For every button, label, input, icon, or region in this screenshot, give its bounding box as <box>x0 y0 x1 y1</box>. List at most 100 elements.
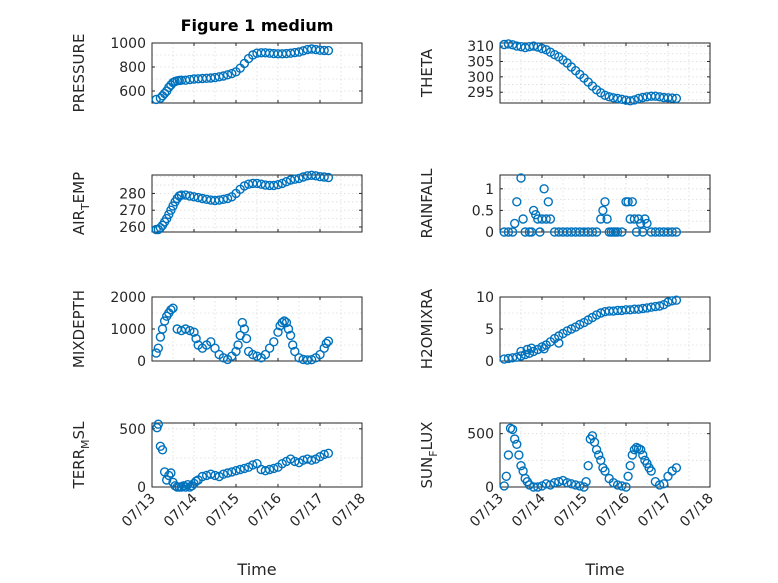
data-point <box>617 227 627 237</box>
data-point <box>507 40 518 50</box>
data-point <box>581 477 591 487</box>
data-point <box>507 227 518 237</box>
axes-frame <box>151 42 363 104</box>
data-point <box>231 466 241 476</box>
data-point <box>671 227 682 237</box>
data-point <box>264 343 275 353</box>
y-tick-label: 260 <box>119 220 146 236</box>
y-tick-label: 300 <box>467 70 494 86</box>
y-tick-label: 1000 <box>110 36 146 52</box>
y-axis-label: MIXDEPTH <box>70 290 88 368</box>
data-point <box>277 317 287 328</box>
data-point <box>290 346 300 357</box>
data-point <box>633 214 644 224</box>
data-point <box>566 479 577 489</box>
y-axis-label: SUNFLUX <box>418 422 440 489</box>
y-tick-label: 1 <box>485 182 494 198</box>
data-point <box>596 308 606 318</box>
data-point <box>537 43 547 54</box>
data-point <box>166 305 176 315</box>
data-point <box>182 480 193 490</box>
data-point <box>545 214 556 224</box>
data-point <box>612 93 623 104</box>
data-point <box>667 93 677 103</box>
data-point <box>231 346 241 357</box>
data-point <box>600 466 610 476</box>
x-tick-label: 07/16 <box>593 490 633 530</box>
data-point <box>650 301 661 312</box>
data-point <box>189 192 199 202</box>
data-point <box>323 448 334 458</box>
data-point <box>583 461 593 471</box>
data-point <box>640 214 650 224</box>
data-point <box>193 192 203 203</box>
data-point <box>214 72 224 82</box>
data-point <box>269 337 279 347</box>
data-point <box>248 460 258 470</box>
data-point <box>596 214 606 224</box>
data-point <box>638 450 648 460</box>
data-point <box>222 70 233 80</box>
data-point <box>512 439 522 449</box>
data-point <box>646 466 656 476</box>
data-point <box>321 338 331 349</box>
y-axis-label: H2OMIXRA <box>418 288 436 369</box>
y-tick-label: 10 <box>476 290 494 306</box>
data-point <box>264 464 275 475</box>
subplot-5: 0 5 10 H2OMIXRA <box>418 288 711 370</box>
data-series <box>499 295 682 364</box>
subplot-6: 07/13 07/14 07/15 07/16 07/17 07/18 0 500 TERRMS… <box>70 419 369 579</box>
axes-frame <box>151 422 363 488</box>
data-point <box>554 338 564 348</box>
data-point <box>288 340 298 350</box>
data-point <box>510 434 520 444</box>
y-tick-label: 0 <box>137 480 146 496</box>
axes-frame <box>499 42 711 104</box>
data-point <box>302 355 313 365</box>
data-point <box>598 205 608 216</box>
data-point <box>654 301 665 311</box>
data-point <box>319 449 329 460</box>
data-point <box>591 227 602 237</box>
data-point <box>539 184 549 194</box>
y-tick-label: 310 <box>467 39 494 55</box>
data-point <box>520 227 530 237</box>
data-point <box>667 296 677 306</box>
data-point <box>541 214 551 224</box>
x-tick-label: 07/17 <box>287 491 327 531</box>
data-point <box>222 193 233 204</box>
data-point <box>671 463 682 473</box>
data-point <box>279 316 289 326</box>
data-point <box>206 469 216 479</box>
data-point <box>539 344 549 354</box>
data-point <box>617 481 627 491</box>
data-point <box>612 480 623 490</box>
x-tick-label: 07/15 <box>203 491 243 531</box>
data-point <box>168 303 178 313</box>
data-point <box>629 95 640 105</box>
data-point <box>570 480 581 490</box>
data-point <box>185 325 195 336</box>
data-point <box>227 467 237 477</box>
data-point <box>237 317 248 328</box>
data-point <box>290 47 300 58</box>
y-axis-label: TERRMSL <box>70 421 92 490</box>
data-point <box>315 349 325 360</box>
data-point <box>514 450 524 460</box>
data-point <box>239 463 250 474</box>
data-point <box>290 174 300 184</box>
data-point <box>191 333 201 344</box>
data-point <box>510 218 520 229</box>
data-point <box>642 218 652 229</box>
data-point <box>269 180 279 191</box>
y-tick-label: 800 <box>119 60 146 76</box>
y-tick-label: 500 <box>467 427 494 443</box>
data-series <box>499 173 682 237</box>
data-point <box>528 205 539 216</box>
y-tick-label: 600 <box>119 84 146 100</box>
data-point <box>533 482 543 492</box>
axes-frame <box>151 174 363 233</box>
y-tick-label: 0 <box>137 354 146 370</box>
data-point <box>298 172 308 182</box>
